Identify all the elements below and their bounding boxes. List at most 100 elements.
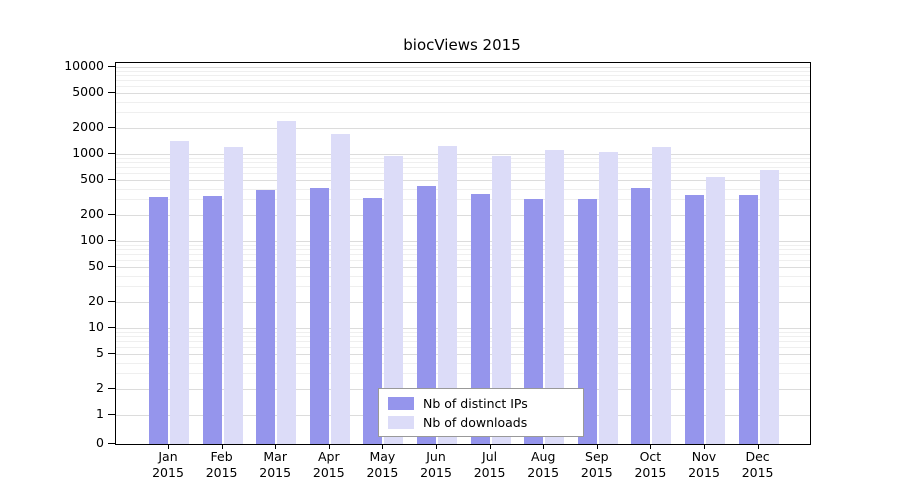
major-gridline xyxy=(116,328,810,329)
x-tick-label-year: 2015 xyxy=(741,465,774,480)
x-tick-label-year: 2015 xyxy=(312,465,345,480)
bar-downloads xyxy=(223,147,243,444)
y-tick-mark xyxy=(108,387,115,389)
minor-gridline xyxy=(116,373,810,375)
x-tick-mark xyxy=(221,444,223,449)
major-gridline xyxy=(116,154,810,155)
y-tick-mark xyxy=(108,266,115,268)
bar-downloads xyxy=(706,176,725,444)
minor-gridline xyxy=(116,167,810,169)
x-tick-mark xyxy=(436,444,437,449)
x-tick-label-month: May xyxy=(369,449,396,464)
minor-gridline xyxy=(116,101,810,103)
minor-gridline xyxy=(116,173,810,175)
legend: Nb of distinct IPs Nb of downloads xyxy=(378,388,584,437)
y-tick-mark xyxy=(108,353,115,355)
y-tick-label: 20 xyxy=(88,292,104,308)
minor-gridline xyxy=(116,75,810,77)
y-tick-mark xyxy=(108,66,115,67)
x-tick-label-year: 2015 xyxy=(527,465,560,480)
x-tick-label-year: 2015 xyxy=(366,465,399,480)
x-tick-label-year: 2015 xyxy=(259,465,292,480)
minor-gridline xyxy=(116,336,810,338)
y-tick-mark xyxy=(108,179,115,181)
major-gridline xyxy=(116,354,810,356)
minor-gridline xyxy=(116,260,810,262)
x-tick-label-month: Oct xyxy=(639,449,662,464)
minor-gridline xyxy=(116,188,810,190)
major-gridline xyxy=(116,214,810,216)
y-tick-mark xyxy=(108,213,115,215)
bar-downloads xyxy=(170,141,189,444)
legend-swatch-distinct-ips xyxy=(388,396,414,410)
y-tick-label: 2000 xyxy=(72,118,104,134)
bar-distinct-ips xyxy=(685,195,704,444)
minor-gridline xyxy=(116,347,810,349)
minor-gridline xyxy=(116,362,810,364)
bar-downloads xyxy=(277,120,297,444)
y-tick-label: 10000 xyxy=(64,58,104,73)
y-tick-label: 2 xyxy=(96,379,104,395)
major-gridline xyxy=(116,267,810,269)
y-tick-label: 5 xyxy=(96,345,104,361)
y-tick-mark xyxy=(108,240,115,241)
minor-gridline xyxy=(116,331,810,333)
y-tick-label: 200 xyxy=(80,205,104,221)
bar-downloads xyxy=(598,152,618,444)
x-tick-mark xyxy=(328,444,330,449)
x-tick-label-month: Dec xyxy=(745,449,770,464)
bar-distinct-ips xyxy=(363,197,383,444)
minor-gridline xyxy=(116,275,810,277)
bar-downloads xyxy=(652,147,672,444)
major-gridline xyxy=(116,180,810,182)
bar-distinct-ips xyxy=(524,198,544,444)
bar-downloads xyxy=(491,155,511,444)
legend-item-distinct-ips: Nb of distinct IPs xyxy=(388,396,583,411)
x-tick-label-month: Apr xyxy=(317,449,340,464)
legend-item-downloads: Nb of downloads xyxy=(388,415,583,430)
y-tick-label: 50 xyxy=(88,258,104,274)
y-tick-label: 1 xyxy=(96,406,104,421)
major-gridline xyxy=(116,241,810,242)
minor-gridline xyxy=(116,199,810,201)
minor-gridline xyxy=(116,70,810,72)
x-tick-label-month: Feb xyxy=(210,449,233,464)
x-tick-mark xyxy=(382,444,384,449)
x-tick-mark xyxy=(757,444,759,449)
major-gridline xyxy=(116,301,810,303)
minor-gridline xyxy=(116,341,810,343)
y-tick-label: 10 xyxy=(88,319,104,334)
y-tick-label: 0 xyxy=(96,435,104,450)
minor-gridline xyxy=(116,157,810,159)
y-tick-mark xyxy=(108,126,115,128)
y-tick-mark xyxy=(108,327,115,328)
x-tick-mark xyxy=(704,444,705,449)
major-gridline xyxy=(116,127,810,129)
x-tick-label-month: Jan xyxy=(158,449,178,464)
x-tick-label-month: Sep xyxy=(585,449,609,464)
x-tick-label-year: 2015 xyxy=(688,465,720,480)
minor-gridline xyxy=(116,86,810,88)
x-tick-label-month: Nov xyxy=(691,449,717,464)
bar-downloads xyxy=(330,133,350,444)
y-tick-label: 1000 xyxy=(72,145,104,160)
bar-distinct-ips xyxy=(309,188,329,444)
legend-label-distinct-ips: Nb of distinct IPs xyxy=(423,395,528,411)
bar-distinct-ips xyxy=(202,196,222,444)
major-gridline xyxy=(116,93,810,95)
minor-gridline xyxy=(116,244,810,246)
y-tick-label: 500 xyxy=(80,171,104,187)
x-tick-mark xyxy=(168,444,169,449)
bar-distinct-ips xyxy=(256,190,276,444)
y-tick-mark xyxy=(108,443,115,444)
bar-distinct-ips xyxy=(577,198,597,444)
y-tick-mark xyxy=(108,153,115,154)
x-tick-label-month: Mar xyxy=(263,449,287,464)
minor-gridline xyxy=(116,249,810,251)
y-tick-mark xyxy=(108,300,115,302)
x-tick-label-month: Aug xyxy=(530,449,556,464)
bar-distinct-ips xyxy=(470,194,490,444)
x-tick-label-year: 2015 xyxy=(420,465,452,480)
minor-gridline xyxy=(116,80,810,82)
